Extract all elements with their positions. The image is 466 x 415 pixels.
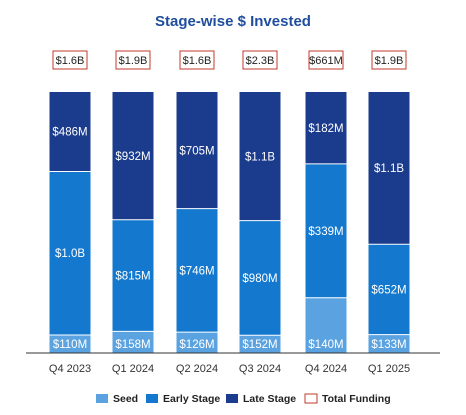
total-label-5: $1.9B — [375, 55, 404, 67]
data-label-late-stage-2: $705M — [179, 145, 214, 157]
data-label-late-stage-1: $932M — [115, 151, 150, 163]
bar-seed-4 — [305, 297, 347, 353]
bar-early-stage-2 — [176, 208, 218, 333]
legend-swatch-seed — [96, 394, 108, 403]
total-label-3: $2.3B — [246, 55, 275, 67]
bar-late-stage-0 — [49, 92, 91, 172]
x-tick-label-3: Q3 2024 — [239, 363, 281, 375]
bar-stacks: $110M $1.0B $486M $158M $815M $932M $126M $746M… — [49, 92, 410, 353]
data-label-seed-2: $126M — [179, 339, 214, 351]
total-box-0 — [52, 50, 88, 70]
data-label-late-stage-5: $1.1B — [374, 163, 404, 175]
bar-seed-2 — [176, 332, 218, 353]
bar-early-stage-0 — [49, 171, 91, 336]
bar-early-stage-1 — [112, 219, 154, 332]
legend-swatch-early-stage — [146, 394, 158, 403]
data-label-seed-4: $140M — [308, 339, 343, 351]
total-box-1 — [115, 50, 151, 70]
bar-early-stage-3 — [239, 220, 281, 336]
data-label-seed-1: $158M — [115, 339, 150, 351]
x-tick-label-1: Q1 2024 — [112, 363, 154, 375]
bar-late-stage-3 — [239, 92, 281, 221]
legend-swatch-total-funding — [304, 393, 318, 404]
legend-swatch-late-stage — [226, 394, 238, 403]
data-label-late-stage-0: $486M — [52, 127, 87, 139]
x-tick-label-5: Q1 2025 — [368, 363, 410, 375]
bar-late-stage-5 — [368, 92, 410, 245]
total-box-3 — [242, 50, 278, 70]
bar-early-stage-4 — [305, 163, 347, 298]
total-box-2 — [179, 50, 215, 70]
legend-label-late-stage: Late Stage — [243, 393, 296, 405]
data-label-seed-0: $110M — [53, 339, 87, 351]
total-box-4 — [308, 50, 344, 70]
legend-label-early-stage: Early Stage — [163, 393, 220, 405]
data-label-seed-3: $152M — [242, 339, 277, 351]
legend-label-seed: Seed — [113, 393, 138, 405]
bar-seed-1 — [112, 331, 154, 353]
data-label-late-stage-3: $1.1B — [245, 151, 275, 163]
bar-seed-3 — [239, 335, 281, 353]
x-tick-label-2: Q2 2024 — [176, 363, 218, 375]
bar-late-stage-4 — [305, 92, 347, 164]
legend-label-total-funding: Total Funding — [322, 393, 391, 405]
data-label-early-stage-4: $339M — [308, 226, 343, 238]
legend: Seed Early Stage Late Stage Total Funding — [96, 393, 391, 405]
total-box-5 — [371, 50, 407, 70]
data-label-early-stage-1: $815M — [115, 271, 150, 283]
total-funding-labels: $1.6B $1.9B $1.6B $2.3B $661M $1.9B — [52, 50, 407, 70]
data-label-seed-5: $133M — [371, 339, 406, 351]
total-label-1: $1.9B — [119, 55, 148, 67]
bar-late-stage-1 — [112, 92, 154, 220]
bar-late-stage-2 — [176, 92, 218, 209]
data-label-early-stage-3: $980M — [242, 273, 277, 285]
data-label-early-stage-5: $652M — [371, 284, 406, 296]
x-tick-label-0: Q4 2023 — [49, 363, 91, 375]
data-label-late-stage-4: $182M — [308, 123, 343, 135]
total-label-2: $1.6B — [183, 55, 212, 67]
total-label-0: $1.6B — [56, 55, 85, 67]
bar-early-stage-5 — [368, 244, 410, 335]
bar-seed-0 — [49, 335, 91, 353]
x-axis-tick-labels: Q4 2023 Q1 2024 Q2 2024 Q3 2024 Q4 2024 Q1 20… — [49, 363, 410, 375]
total-label-4: $661M — [309, 55, 343, 67]
chart-title: Stage-wise $ Invested — [155, 13, 311, 30]
data-label-early-stage-2: $746M — [179, 265, 214, 277]
data-label-early-stage-0: $1.0B — [55, 248, 85, 260]
bar-seed-5 — [368, 334, 410, 353]
x-tick-label-4: Q4 2024 — [305, 363, 347, 375]
